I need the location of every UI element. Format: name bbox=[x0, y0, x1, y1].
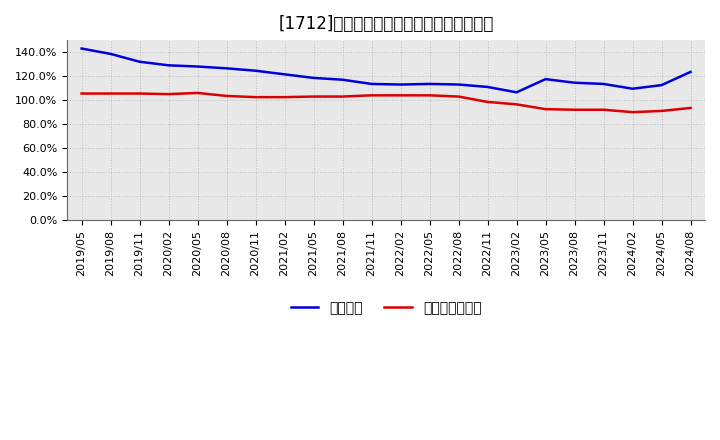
固定比率 bbox=[135, 59, 144, 64]
固定比率 bbox=[164, 62, 173, 68]
固定比率 bbox=[222, 66, 231, 71]
固定長期適合率 bbox=[454, 94, 463, 99]
Line: 固定長期適合率: 固定長期適合率 bbox=[81, 93, 690, 112]
固定長期適合率 bbox=[686, 105, 695, 110]
固定比率 bbox=[483, 84, 492, 90]
固定比率 bbox=[512, 90, 521, 95]
Legend: 固定比率, 固定長期適合率: 固定比率, 固定長期適合率 bbox=[285, 296, 487, 321]
固定長期適合率 bbox=[280, 95, 289, 100]
固定比率 bbox=[541, 77, 550, 82]
固定長期適合率 bbox=[541, 106, 550, 112]
固定長期適合率 bbox=[512, 102, 521, 107]
固定長期適合率 bbox=[628, 110, 636, 115]
固定長期適合率 bbox=[657, 108, 666, 114]
固定比率 bbox=[686, 69, 695, 74]
固定長期適合率 bbox=[483, 99, 492, 105]
固定比率 bbox=[338, 77, 347, 82]
固定比率 bbox=[657, 82, 666, 88]
固定長期適合率 bbox=[135, 91, 144, 96]
固定比率 bbox=[570, 80, 579, 85]
固定比率 bbox=[396, 82, 405, 87]
固定比率 bbox=[107, 51, 115, 57]
固定比率 bbox=[251, 68, 260, 73]
固定長期適合率 bbox=[164, 92, 173, 97]
固定長期適合率 bbox=[338, 94, 347, 99]
固定長期適合率 bbox=[222, 93, 231, 99]
固定比率 bbox=[280, 72, 289, 77]
固定長期適合率 bbox=[426, 93, 434, 98]
固定長期適合率 bbox=[367, 93, 376, 98]
固定比率 bbox=[454, 82, 463, 87]
固定長期適合率 bbox=[309, 94, 318, 99]
固定比率 bbox=[426, 81, 434, 87]
固定比率 bbox=[367, 81, 376, 87]
固定比率 bbox=[193, 64, 202, 69]
固定長期適合率 bbox=[570, 107, 579, 112]
Title: [1712]　固定比率、固定長期適合率の推移: [1712] 固定比率、固定長期適合率の推移 bbox=[279, 15, 494, 33]
固定長期適合率 bbox=[77, 91, 86, 96]
固定比率 bbox=[77, 46, 86, 51]
固定長期適合率 bbox=[251, 95, 260, 100]
固定長期適合率 bbox=[396, 93, 405, 98]
固定長期適合率 bbox=[107, 91, 115, 96]
Line: 固定比率: 固定比率 bbox=[81, 48, 690, 92]
固定比率 bbox=[599, 81, 608, 87]
固定長期適合率 bbox=[599, 107, 608, 112]
固定比率 bbox=[309, 75, 318, 81]
固定比率 bbox=[628, 86, 636, 92]
固定長期適合率 bbox=[193, 90, 202, 95]
